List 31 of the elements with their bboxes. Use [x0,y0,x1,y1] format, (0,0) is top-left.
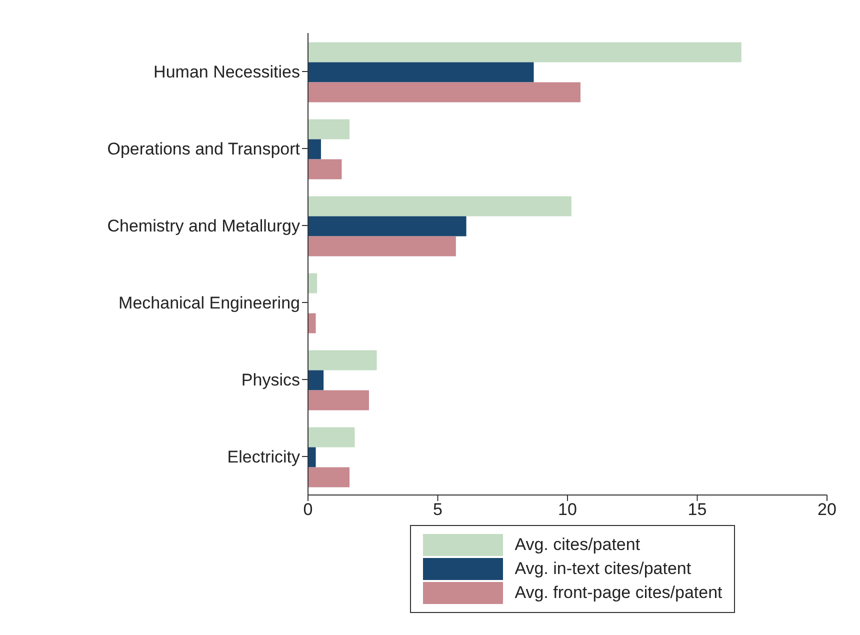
bar [308,42,742,62]
bar [308,427,355,448]
bar [308,370,324,390]
bar [308,390,369,410]
x-tick-label: 15 [688,500,707,520]
bar [308,82,580,102]
bar [308,196,572,216]
x-tick-label: 0 [303,500,313,520]
bar [308,447,316,468]
bar [308,62,534,82]
y-tick-label: Human Necessities [154,62,300,82]
bar [308,159,342,180]
legend-label: Avg. cites/patent [514,535,640,555]
x-tick-label: 10 [558,500,577,520]
legend-label: Avg. in-text cites/patent [514,559,692,579]
x-tick-label: 5 [433,500,442,520]
bar [308,273,318,294]
bar [308,216,466,236]
bar [308,467,350,488]
bar [308,119,350,140]
legend-label: Avg. front-page cites/patent [514,583,722,603]
bar [308,350,377,370]
bar [308,139,321,160]
y-tick-label: Operations and Transport [107,140,300,159]
bar [308,236,456,256]
y-tick-label: Electricity [227,448,300,467]
y-tick-label: Mechanical Engineering [118,294,300,313]
y-tick-label: Chemistry and Metallurgy [107,216,300,236]
x-tick-label: 20 [818,500,836,520]
y-tick-label: Physics [241,370,300,390]
bar [308,313,316,334]
